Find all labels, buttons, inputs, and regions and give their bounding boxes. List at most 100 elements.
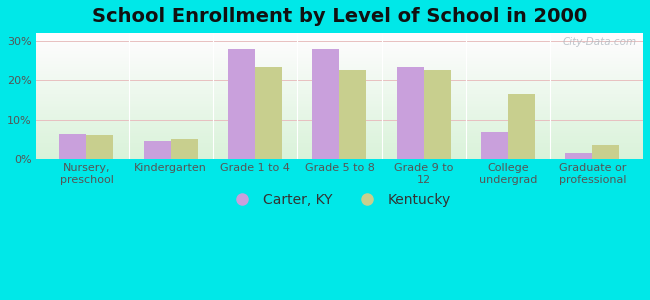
- Bar: [36, 83, 643, 84]
- Bar: [36, 42, 643, 43]
- Bar: [508, 94, 535, 159]
- Bar: [36, 130, 643, 131]
- Bar: [36, 150, 643, 151]
- Bar: [36, 89, 643, 90]
- Bar: [36, 139, 643, 140]
- Bar: [36, 123, 643, 124]
- Bar: [36, 40, 643, 41]
- Bar: [36, 110, 643, 111]
- Bar: [36, 68, 643, 69]
- Bar: [36, 90, 643, 91]
- Bar: [36, 66, 643, 67]
- Bar: [36, 128, 643, 129]
- Bar: [36, 67, 643, 68]
- Bar: [228, 49, 255, 159]
- Bar: [36, 88, 643, 89]
- Bar: [36, 94, 643, 95]
- Bar: [36, 158, 643, 159]
- Bar: [36, 95, 643, 96]
- Bar: [36, 64, 643, 65]
- Bar: [36, 61, 643, 62]
- Bar: [481, 131, 508, 159]
- Bar: [36, 85, 643, 86]
- Bar: [36, 97, 643, 98]
- Bar: [36, 58, 643, 59]
- Bar: [36, 44, 643, 45]
- Bar: [36, 39, 643, 40]
- Bar: [36, 137, 643, 138]
- Bar: [36, 57, 643, 58]
- Bar: [36, 34, 643, 35]
- Bar: [36, 45, 643, 46]
- Bar: [36, 145, 643, 146]
- Bar: [36, 121, 643, 122]
- Bar: [36, 48, 643, 49]
- Bar: [36, 117, 643, 118]
- Bar: [36, 43, 643, 44]
- Bar: [36, 49, 643, 50]
- Bar: [36, 147, 643, 148]
- Bar: [36, 84, 643, 85]
- Bar: [36, 78, 643, 79]
- Text: City-Data.com: City-Data.com: [563, 37, 637, 47]
- Bar: [36, 118, 643, 119]
- Bar: [566, 153, 592, 159]
- Bar: [171, 140, 198, 159]
- Bar: [36, 75, 643, 76]
- Bar: [36, 54, 643, 55]
- Bar: [36, 82, 643, 83]
- Bar: [36, 106, 643, 107]
- Bar: [36, 132, 643, 133]
- Bar: [36, 41, 643, 42]
- Bar: [36, 93, 643, 94]
- Bar: [36, 141, 643, 142]
- Bar: [36, 143, 643, 144]
- Bar: [36, 157, 643, 158]
- Bar: [36, 124, 643, 125]
- Bar: [36, 63, 643, 64]
- Bar: [36, 69, 643, 70]
- Bar: [339, 70, 367, 159]
- Bar: [36, 102, 643, 103]
- Bar: [36, 148, 643, 149]
- Bar: [86, 136, 114, 159]
- Bar: [36, 108, 643, 109]
- Bar: [36, 91, 643, 92]
- Bar: [36, 129, 643, 130]
- Bar: [255, 67, 282, 159]
- Bar: [36, 36, 643, 37]
- Bar: [36, 60, 643, 61]
- Bar: [36, 87, 643, 88]
- Bar: [36, 101, 643, 102]
- Bar: [36, 61, 643, 62]
- Bar: [36, 107, 643, 108]
- Bar: [36, 71, 643, 72]
- Bar: [36, 112, 643, 113]
- Bar: [36, 100, 643, 101]
- Bar: [36, 62, 643, 63]
- Bar: [36, 79, 643, 80]
- Bar: [36, 76, 643, 77]
- Bar: [36, 37, 643, 38]
- Legend: Carter, KY, Kentucky: Carter, KY, Kentucky: [222, 188, 456, 213]
- Bar: [36, 65, 643, 66]
- Bar: [36, 46, 643, 47]
- Bar: [36, 116, 643, 117]
- Bar: [36, 109, 643, 110]
- Bar: [36, 96, 643, 97]
- Bar: [36, 149, 643, 150]
- Bar: [36, 131, 643, 132]
- Bar: [592, 145, 619, 159]
- Bar: [36, 122, 643, 123]
- Bar: [144, 141, 171, 159]
- Bar: [36, 114, 643, 115]
- Bar: [36, 125, 643, 126]
- Bar: [36, 155, 643, 156]
- Bar: [36, 92, 643, 93]
- Bar: [36, 138, 643, 139]
- Bar: [36, 144, 643, 145]
- Bar: [36, 113, 643, 114]
- Bar: [36, 153, 643, 154]
- Bar: [313, 49, 339, 159]
- Bar: [36, 142, 643, 143]
